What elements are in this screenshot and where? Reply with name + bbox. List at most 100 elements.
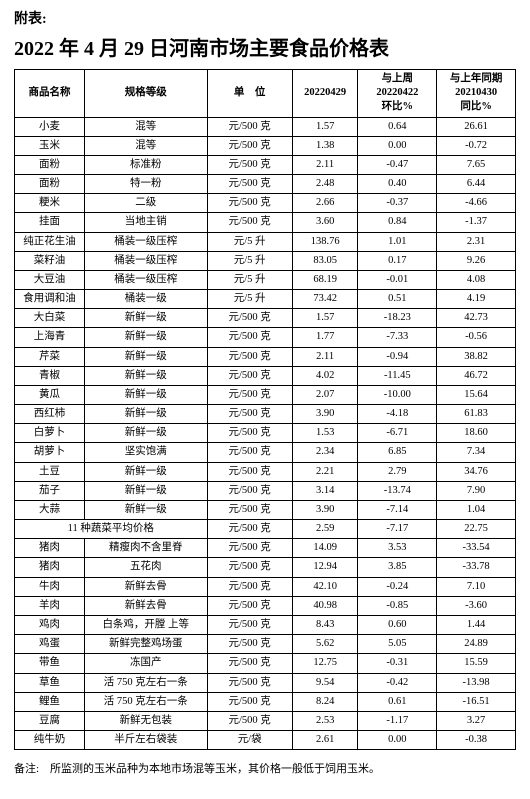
cell: 新鲜一级 (85, 366, 208, 385)
footnote: 备注: 所监测的玉米品种为本地市场混等玉米，其价格一般低于饲用玉米。 (14, 760, 516, 776)
cell: 元/500 克 (207, 117, 292, 136)
cell: -0.01 (358, 270, 437, 289)
cell: 胡萝卜 (15, 443, 85, 462)
cell: 2.48 (292, 175, 358, 194)
cell: 新鲜一级 (85, 405, 208, 424)
table-row: 菜籽油桶装一级压榨元/5 升83.050.179.26 (15, 251, 516, 270)
cell: 新鲜一级 (85, 328, 208, 347)
table-row: 小麦混等元/500 克1.570.6426.61 (15, 117, 516, 136)
cell: 活 750 克左右一条 (85, 692, 208, 711)
cell: 二级 (85, 194, 208, 213)
cell: 新鲜一级 (85, 347, 208, 366)
cell: -1.17 (358, 711, 437, 730)
cell: 元/500 克 (207, 385, 292, 404)
cell: 3.60 (292, 213, 358, 232)
cell: 元/500 克 (207, 596, 292, 615)
cell: 1.77 (292, 328, 358, 347)
cell: -0.72 (437, 136, 516, 155)
cell: 3.90 (292, 405, 358, 424)
table-row: 纯正花生油桶装一级压榨元/5 升138.761.012.31 (15, 232, 516, 251)
cell: 68.19 (292, 270, 358, 289)
table-row: 黄瓜新鲜一级元/500 克2.07-10.0015.64 (15, 385, 516, 404)
cell: 3.14 (292, 481, 358, 500)
cell: 元/500 克 (207, 654, 292, 673)
cell: 土豆 (15, 462, 85, 481)
table-row: 上海青新鲜一级元/500 克1.77-7.33-0.56 (15, 328, 516, 347)
header-spec: 规格等级 (85, 70, 208, 118)
cell: 0.84 (358, 213, 437, 232)
cell: 芹菜 (15, 347, 85, 366)
cell: 食用调和油 (15, 290, 85, 309)
cell: 3.85 (358, 558, 437, 577)
cell: 83.05 (292, 251, 358, 270)
cell: 0.00 (358, 136, 437, 155)
cell: 元/500 克 (207, 635, 292, 654)
cell: 桶装一级压榨 (85, 232, 208, 251)
cell: -16.51 (437, 692, 516, 711)
cell: 桶装一级压榨 (85, 251, 208, 270)
cell: 12.75 (292, 654, 358, 673)
cell: 0.40 (358, 175, 437, 194)
cell: 新鲜一级 (85, 500, 208, 519)
cell: 34.76 (437, 462, 516, 481)
cell: -0.37 (358, 194, 437, 213)
table-row: 鲤鱼活 750 克左右一条元/500 克8.240.61-16.51 (15, 692, 516, 711)
cell: 坚实饱满 (85, 443, 208, 462)
cell: 菜籽油 (15, 251, 85, 270)
cell: 豆腐 (15, 711, 85, 730)
cell: 4.08 (437, 270, 516, 289)
table-row: 粳米二级元/500 克2.66-0.37-4.66 (15, 194, 516, 213)
table-row: 羊肉新鲜去骨元/500 克40.98-0.85-3.60 (15, 596, 516, 615)
cell: 24.89 (437, 635, 516, 654)
cell: -7.14 (358, 500, 437, 519)
cell: 元/5 升 (207, 251, 292, 270)
cell: 15.59 (437, 654, 516, 673)
cell: 粳米 (15, 194, 85, 213)
cell: 5.62 (292, 635, 358, 654)
table-row: 纯牛奶半斤左右袋装元/袋2.610.00-0.38 (15, 731, 516, 750)
cell: 元/500 克 (207, 405, 292, 424)
cell: 元/500 克 (207, 577, 292, 596)
cell: 3.27 (437, 711, 516, 730)
cell: 2.31 (437, 232, 516, 251)
cell: 138.76 (292, 232, 358, 251)
table-row: 玉米混等元/500 克1.380.00-0.72 (15, 136, 516, 155)
cell: 大豆油 (15, 270, 85, 289)
cell: 2.34 (292, 443, 358, 462)
cell: 新鲜去骨 (85, 577, 208, 596)
cell: 大白菜 (15, 309, 85, 328)
cell: 2.53 (292, 711, 358, 730)
cell: 鸡蛋 (15, 635, 85, 654)
cell: 新鲜完整鸡场蛋 (85, 635, 208, 654)
cell: 2.66 (292, 194, 358, 213)
table-row: 青椒新鲜一级元/500 克4.02-11.4546.72 (15, 366, 516, 385)
cell: 面粉 (15, 175, 85, 194)
cell: 2.79 (358, 462, 437, 481)
cell: -33.78 (437, 558, 516, 577)
header-unit: 单 位 (207, 70, 292, 118)
cell: 特一粉 (85, 175, 208, 194)
cell: 挂面 (15, 213, 85, 232)
table-row: 草鱼活 750 克左右一条元/500 克9.54-0.42-13.98 (15, 673, 516, 692)
cell: -0.94 (358, 347, 437, 366)
cell: 3.90 (292, 500, 358, 519)
cell: 精瘦肉不含里脊 (85, 539, 208, 558)
cell: 小麦 (15, 117, 85, 136)
table-row: 芹菜新鲜一级元/500 克2.11-0.9438.82 (15, 347, 516, 366)
table-row: 面粉标准粉元/500 克2.11-0.477.65 (15, 155, 516, 174)
cell: 元/500 克 (207, 462, 292, 481)
cell: 7.90 (437, 481, 516, 500)
cell: 新鲜一级 (85, 462, 208, 481)
cell: 1.01 (358, 232, 437, 251)
cell: 纯正花生油 (15, 232, 85, 251)
cell: 元/500 克 (207, 692, 292, 711)
cell: 新鲜一级 (85, 385, 208, 404)
cell: 42.10 (292, 577, 358, 596)
cell: 0.64 (358, 117, 437, 136)
cell: 元/500 克 (207, 615, 292, 634)
pre-title: 附表: (14, 8, 516, 28)
cell: 元/5 升 (207, 232, 292, 251)
table-row: 牛肉新鲜去骨元/500 克42.10-0.247.10 (15, 577, 516, 596)
cell: -0.47 (358, 155, 437, 174)
cell: 混等 (85, 136, 208, 155)
